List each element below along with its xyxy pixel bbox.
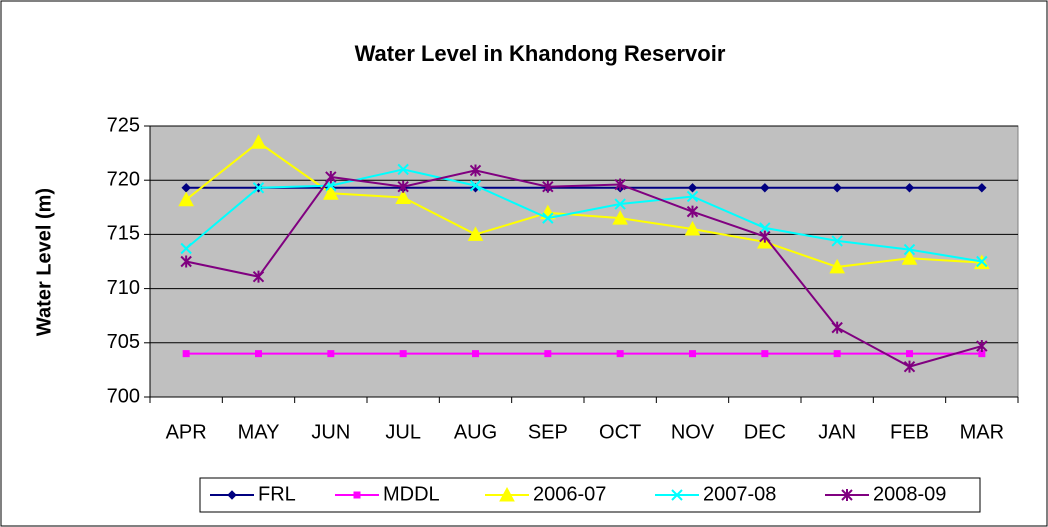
point — [542, 212, 554, 224]
point — [759, 230, 771, 243]
point — [976, 255, 988, 268]
point — [684, 220, 701, 236]
point — [544, 350, 552, 358]
point — [903, 243, 916, 256]
x-tick-label: APR — [166, 421, 207, 443]
point — [761, 350, 769, 358]
point — [252, 182, 265, 194]
point — [616, 350, 624, 358]
point — [832, 183, 842, 193]
legend-label: 2006-07 — [533, 483, 606, 505]
point — [976, 340, 988, 353]
legend-label: FRL — [258, 483, 296, 505]
x-tick-label: OCT — [599, 421, 641, 443]
point — [395, 189, 412, 205]
legend-label: 2007-08 — [703, 483, 776, 505]
point — [612, 210, 629, 225]
point — [614, 178, 626, 191]
x-tick-label: JUN — [311, 421, 350, 443]
point — [831, 321, 843, 334]
point — [397, 180, 409, 193]
point — [833, 350, 841, 358]
point — [759, 222, 771, 234]
legend-marker — [353, 491, 361, 499]
y-tick-label: 700 — [107, 385, 140, 407]
point — [182, 350, 190, 358]
point — [250, 134, 267, 149]
point — [472, 350, 479, 358]
point — [397, 163, 409, 176]
point — [399, 350, 407, 358]
point — [829, 258, 846, 274]
x-tick-label: NOV — [671, 421, 715, 443]
legend-marker — [227, 490, 237, 500]
point — [686, 205, 699, 218]
point — [469, 164, 482, 177]
point — [686, 190, 699, 203]
y-axis-label: Water Level (m) — [33, 188, 55, 336]
legend: FRL MDDL 2006-07 2007-08 2008-09 — [199, 477, 981, 513]
point — [689, 350, 696, 358]
point — [903, 360, 916, 373]
point — [542, 180, 554, 193]
y-tick-label: 705 — [107, 331, 140, 353]
point — [467, 226, 484, 241]
y-tick-label: 720 — [107, 168, 140, 190]
point — [760, 183, 770, 193]
series-line — [185, 168, 982, 263]
point — [831, 235, 843, 247]
point — [906, 350, 913, 358]
point — [325, 170, 337, 183]
x-tick-label: AUG — [454, 421, 497, 443]
x-tick-label: FEB — [890, 421, 929, 443]
x-tick-label: MAR — [960, 421, 1004, 443]
series-line — [185, 141, 982, 268]
legend-marker — [671, 489, 683, 501]
chart-title: Water Level in Khandong Reservoir — [355, 41, 726, 66]
legend-label: 2008-09 — [873, 483, 946, 505]
x-tick-label: SEP — [528, 421, 568, 443]
point — [687, 183, 698, 193]
legend-marker — [499, 486, 515, 502]
point — [901, 250, 918, 265]
x-tick-label: DEC — [744, 421, 786, 443]
point — [977, 183, 987, 193]
point — [180, 242, 192, 255]
point — [252, 270, 265, 283]
legend-marker — [841, 489, 853, 501]
point — [614, 198, 626, 210]
series-line — [185, 169, 983, 368]
point — [469, 179, 482, 192]
y-tick-label: 715 — [107, 223, 140, 245]
plot-area — [149, 125, 1019, 398]
point — [322, 185, 339, 200]
y-tick-label: 725 — [107, 114, 140, 136]
x-tick-label: MAY — [238, 421, 280, 443]
point — [255, 350, 262, 358]
x-tick-label: JUL — [385, 421, 421, 443]
y-tick-label: 710 — [107, 277, 140, 299]
point — [327, 350, 335, 358]
point — [178, 191, 195, 207]
point — [904, 183, 915, 193]
x-tick-label: JAN — [818, 421, 856, 443]
legend-label: MDDL — [383, 483, 440, 505]
point — [180, 255, 192, 268]
